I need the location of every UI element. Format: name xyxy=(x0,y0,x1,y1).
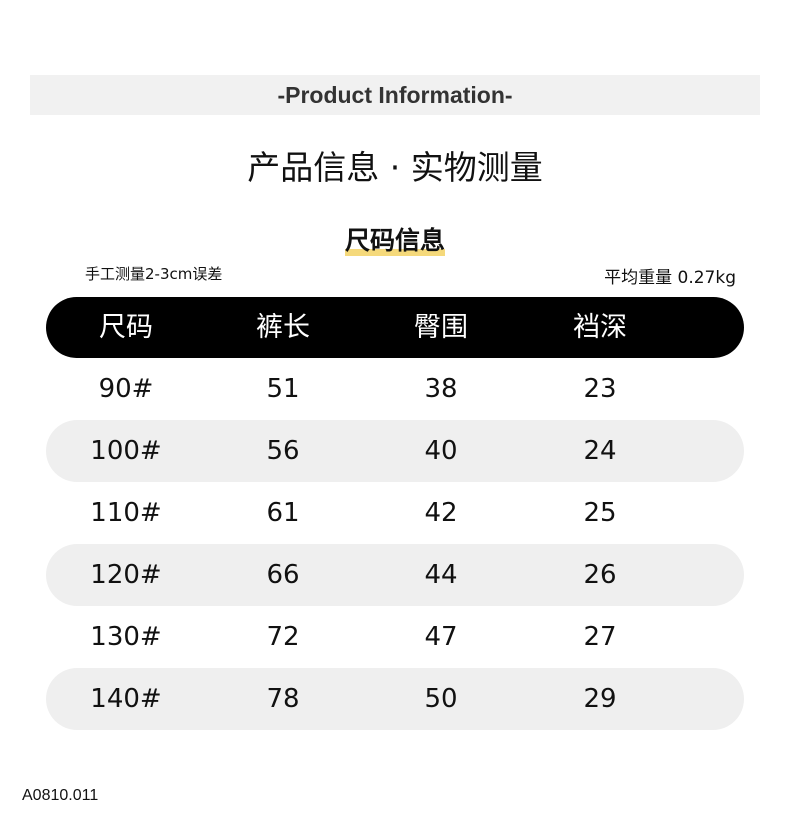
table-cell: 42 xyxy=(424,498,458,528)
table-cell: 110# xyxy=(90,498,162,528)
table-cell: 66 xyxy=(266,560,300,590)
table-cell: 50 xyxy=(424,684,458,714)
table-cell: 130# xyxy=(90,622,162,652)
product-code: A0810.011 xyxy=(22,787,99,804)
measurement-error-note: 手工测量2-3cm误差 xyxy=(85,265,223,283)
table-cell: 38 xyxy=(424,374,458,404)
header-hip: 臀围 xyxy=(414,312,468,343)
table-cell: 47 xyxy=(424,622,458,652)
table-cell: 24 xyxy=(583,436,617,466)
table-row: 90# 51 38 23 xyxy=(46,358,744,420)
average-weight-note: 平均重量 0.27kg xyxy=(604,268,736,288)
table-cell: 61 xyxy=(266,498,300,528)
size-info-label: 尺码信息 xyxy=(344,224,446,258)
header-rise: 裆深 xyxy=(573,312,627,343)
table-cell: 72 xyxy=(266,622,300,652)
table-row: 110# 61 42 25 xyxy=(46,482,744,544)
table-cell: 100# xyxy=(90,436,162,466)
table-row: 100# 56 40 24 xyxy=(46,420,744,482)
header-size: 尺码 xyxy=(99,312,153,343)
table-row: 140# 78 50 29 xyxy=(46,668,744,730)
page-title: 产品信息 · 实物测量 xyxy=(247,148,543,187)
table-cell: 56 xyxy=(266,436,300,466)
header-length: 裤长 xyxy=(256,312,310,343)
table-cell: 90# xyxy=(98,374,154,404)
table-cell: 120# xyxy=(90,560,162,590)
table-cell: 51 xyxy=(266,374,300,404)
table-cell: 27 xyxy=(583,622,617,652)
table-cell: 44 xyxy=(424,560,458,590)
table-row: 120# 66 44 26 xyxy=(46,544,744,606)
table-cell: 29 xyxy=(583,684,617,714)
size-info-heading: 尺码信息 xyxy=(0,224,790,258)
table-cell: 25 xyxy=(583,498,617,528)
table-row: 130# 72 47 27 xyxy=(46,606,744,668)
table-cell: 78 xyxy=(266,684,300,714)
table-cell: 40 xyxy=(424,436,458,466)
table-cell: 140# xyxy=(90,684,162,714)
size-table-header: 尺码 裤长 臀围 裆深 xyxy=(46,297,744,358)
table-cell: 23 xyxy=(583,374,617,404)
table-cell: 26 xyxy=(583,560,617,590)
product-information-banner: -Product Information- xyxy=(30,75,760,115)
